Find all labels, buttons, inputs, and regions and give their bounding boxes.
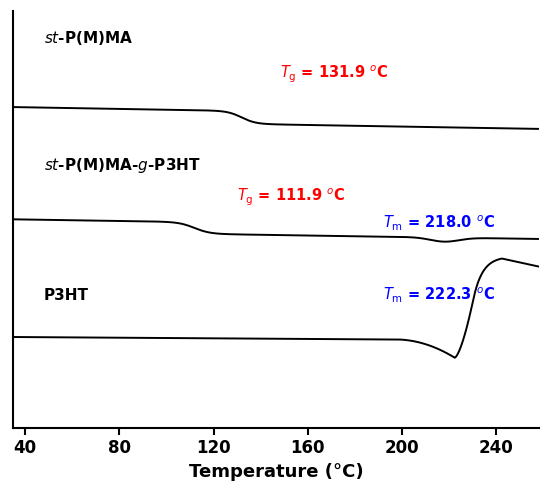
X-axis label: Temperature (°C): Temperature (°C) [189,463,364,481]
Text: $\mathit{T}_{\mathrm{g}}$ = 131.9 $^o$C: $\mathit{T}_{\mathrm{g}}$ = 131.9 $^o$C [279,64,388,85]
Text: $\mathit{st}$-P(M)MA-$\mathit{g}$-P3HT: $\mathit{st}$-P(M)MA-$\mathit{g}$-P3HT [44,155,201,175]
Text: $\mathit{T}_{\mathrm{m}}$ = 218.0 $^o$C: $\mathit{T}_{\mathrm{m}}$ = 218.0 $^o$C [383,214,495,233]
Text: $\mathit{T}_{\mathrm{m}}$ = 222.3 $^o$C: $\mathit{T}_{\mathrm{m}}$ = 222.3 $^o$C [383,286,495,305]
Text: $\mathit{T}_{\mathrm{g}}$ = 111.9 $^o$C: $\mathit{T}_{\mathrm{g}}$ = 111.9 $^o$C [237,187,345,208]
Text: P3HT: P3HT [44,288,89,303]
Text: $\mathit{st}$-P(M)MA: $\mathit{st}$-P(M)MA [44,29,133,47]
